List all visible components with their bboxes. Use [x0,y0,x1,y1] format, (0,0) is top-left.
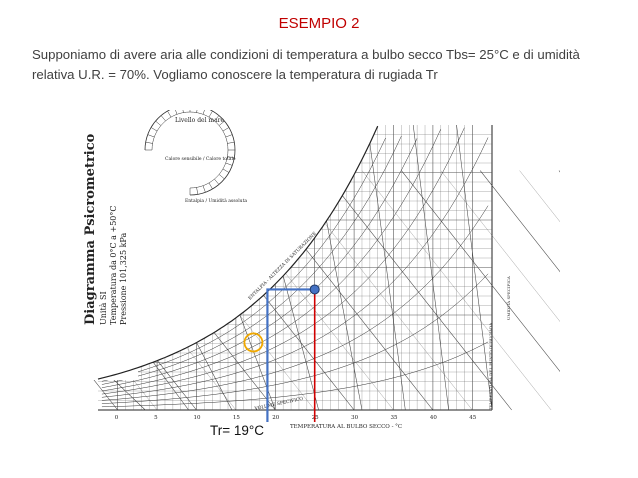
specific-volume-line [196,342,233,411]
rh-curve [101,137,489,398]
rh-curve [101,273,489,404]
protractor-tick [208,110,213,118]
x-axis-label: TEMPERATURA AL BULBO SECCO - °C [290,424,402,430]
x-tick-label: 45 [469,415,476,421]
protractor-tick [147,134,155,138]
side-line-2: Temperatura da 0°C a +50°C [109,206,118,326]
x-tick-label: 0 [115,415,119,421]
protractor-tick [218,174,225,180]
specific-volume-line [412,124,449,411]
specific-volume-line [369,143,406,411]
right-axis-label: UMIDITÀ SPECIFICA [506,276,511,320]
side-line-3: Pressione 101,325 kPa [119,233,128,325]
enthalpy-line [401,170,560,372]
protractor-tick [214,178,220,185]
x-tick-label: 15 [233,415,240,421]
dew-point-label: TEMPERATURA DEL PUNTO DI RUGIADA [488,323,493,410]
rh-curve [101,205,489,401]
side-title-block: Diagramma Psicrometrico Unità SI Tempera… [83,133,128,325]
dew-point-result: Tr= 19°C [210,423,265,438]
protractor-tick [150,127,158,132]
protractor-tick [145,141,153,144]
rh-curve [101,128,442,392]
protractor-tick [227,141,235,144]
specific-volume-line [326,220,363,411]
specific-volume-line [152,362,189,411]
protractor-bottom-label: Entalpia / Umidità assoluta [185,197,247,204]
saturation-curve [97,125,379,380]
specific-volume-line [109,375,146,411]
protractor-tick [182,110,184,113]
rh-curve [101,137,386,382]
x-tick-label: 5 [154,415,158,421]
side-line-1: Unità SI [99,291,108,325]
protractor-tick [155,120,162,126]
protractor-tick [208,182,213,190]
protractor-tick [218,120,225,126]
side-title: Diagramma Psicrometrico [83,133,98,325]
psychrometric-chart: Diagramma Psicrometrico Unità SI Tempera… [80,110,560,440]
protractor: Livello del mare Calore sensibile / Calo… [144,110,247,204]
specific-volume-line [239,314,276,411]
x-tick-label: 10 [194,415,201,421]
slide-title: ESEMPIO 2 [278,15,360,32]
enthalpy-line [361,170,552,411]
x-tick-label: 40 [430,415,437,421]
rh-curve [101,341,489,408]
protractor-tick [225,134,233,138]
state-point [309,284,320,295]
protractor-left-label: Calore sensibile / Calore totale [165,156,236,162]
x-tick-label: 20 [272,415,279,421]
intro-text: Supponiamo di avere aria alle condizioni… [32,47,580,82]
protractor-tick [202,185,206,193]
dew-point-path [266,288,315,422]
protractor-tick [202,110,205,115]
enthalpy-line [479,170,560,273]
protractor-tick [160,115,166,122]
dew-point-highlight [243,332,264,353]
protractor-tick [222,127,230,132]
protractor-title: Livello del mare [175,117,225,124]
enthalpy-line [519,170,560,222]
rh-curve [101,127,465,395]
x-tick-label: 30 [351,415,358,421]
protractor-tick [227,156,235,159]
protractor-tick [222,168,230,173]
protractor-tick [225,162,233,166]
protractor-tick [196,187,199,195]
rh-curve [101,135,402,385]
rh-curve [101,138,418,388]
protractor-tick [196,110,198,113]
side-mask [80,110,138,380]
x-tick-label: 35 [391,415,398,421]
enthalpy-line [322,170,512,411]
saturation-mask [98,110,492,380]
protractor-tick [167,110,172,118]
specific-volume-line [282,275,319,411]
specific-volume-line [456,124,493,411]
enthalpy-line [440,170,560,322]
protractor-tick [175,110,178,115]
protractor-tick [214,115,220,122]
